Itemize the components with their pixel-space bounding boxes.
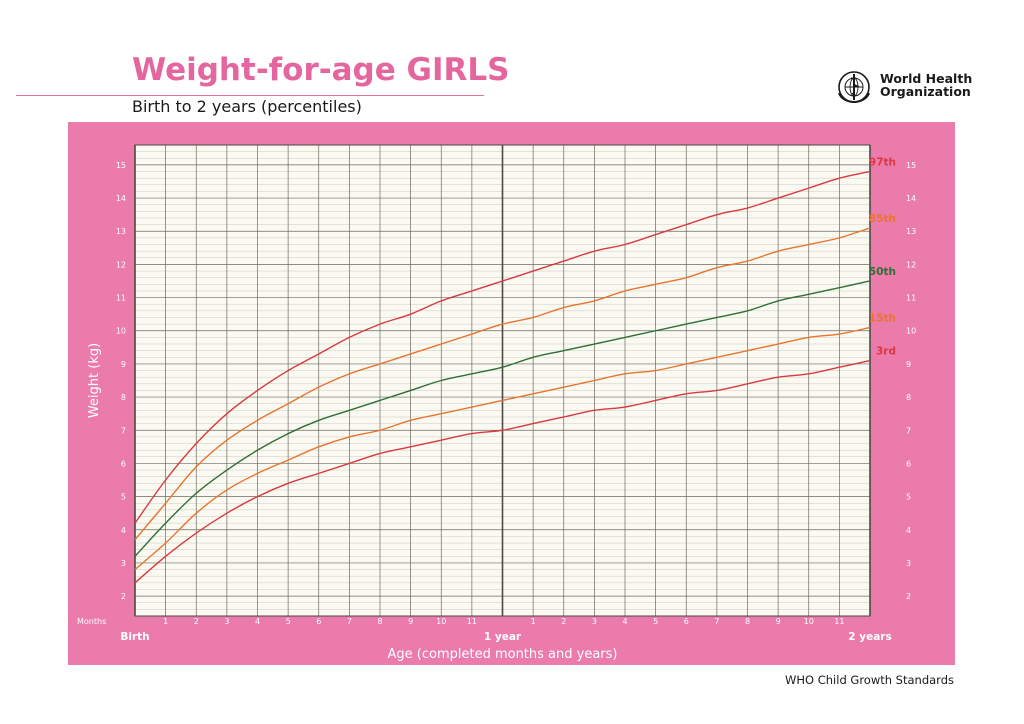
x-tick-label: 7 [714,617,719,626]
x-tick-label: 4 [622,617,627,626]
plot-border [134,144,871,617]
percentile-curve-15th [134,326,871,571]
y-tick-label-right: 15 [906,161,916,170]
percentile-curve-50th [134,280,871,557]
y-tick-label-left: 3 [121,559,126,568]
y-tick-label-left: 14 [116,194,126,203]
y-tick-label-right: 11 [906,294,916,303]
x-tick-label: 9 [408,617,413,626]
x-tick-label: 6 [684,617,689,626]
x-tick-label: 1 [531,617,536,626]
who-wordmark: World Health Organization [880,72,972,98]
y-tick-label-left: 2 [121,592,126,601]
y-tick-label-left: 10 [116,327,126,336]
percentile-curves [134,170,871,584]
footer-credit: WHO Child Growth Standards [785,673,954,687]
x-tick-label: 8 [377,617,382,626]
y-tick-label-left: 7 [121,426,126,435]
percentile-label-15th: 15th [869,312,896,324]
y-tick-label-right: 7 [906,426,911,435]
y-tick-label-right: 13 [906,227,916,236]
y-tick-label-left: 13 [116,227,126,236]
x-tick-label: 3 [224,617,229,626]
x-tick-label-major: 1 year [484,631,522,643]
x-tick-label: 10 [436,617,446,626]
percentile-label-97th: 97th [869,157,896,169]
x-tick-label: 5 [286,617,291,626]
y-tick-label-left: 15 [116,161,126,170]
x-tick-label: 2 [194,617,199,626]
y-tick-label-right: 8 [906,393,911,402]
x-tick-label: 2 [561,617,566,626]
x-tick-label: 10 [804,617,814,626]
percentile-curve-3rd [134,359,871,584]
x-tick-label: 3 [592,617,597,626]
y-tick-label-right: 6 [906,459,911,468]
y-tick-label-right: 3 [906,559,911,568]
y-tick-label-right: 10 [906,327,916,336]
x-tick-label: 5 [653,617,658,626]
y-tick-label-left: 5 [121,493,126,502]
x-tick-label: 4 [255,617,260,626]
y-tick-label-left: 9 [121,360,126,369]
y-tick-label-left: 6 [121,459,126,468]
y-tick-label-right: 4 [906,526,911,535]
y-tick-label-right: 2 [906,592,911,601]
percentile-label-3rd: 3rd [876,346,896,358]
x-tick-label: 6 [316,617,321,626]
page-subtitle: Birth to 2 years (percentiles) [132,97,362,116]
x-tick-label: 11 [834,617,844,626]
percentile-label-85th: 85th [869,213,896,225]
org-name-line2: Organization [880,84,971,99]
y-tick-label-right: 12 [906,260,916,269]
x-axis-title: Age (completed months and years) [388,647,618,662]
y-axis-title: Weight (kg) [87,343,102,418]
x-tick-label-major: 2 years [848,631,891,643]
y-tick-label-right: 9 [906,360,911,369]
x-tick-label: 9 [776,617,781,626]
title-divider [16,95,484,96]
x-tick-label: 7 [347,617,352,626]
percentile-curve-85th [134,227,871,541]
x-tick-label: 1 [163,617,168,626]
x-tick-label: 11 [467,617,477,626]
y-tick-label-left: 11 [116,294,126,303]
x-tick-label-major: Birth [120,631,149,643]
y-tick-label-left: 4 [121,526,126,535]
page-title: Weight-for-age GIRLS [132,52,510,88]
y-tick-label-left: 8 [121,393,126,402]
org-name-line1: World Health [880,71,973,86]
x-tick-label: 8 [745,617,750,626]
percentile-label-50th: 50th [869,266,896,278]
percentile-curve-97th [134,170,871,524]
y-tick-label-right: 5 [906,493,911,502]
months-label: Months [77,617,106,626]
y-tick-label-right: 14 [906,194,916,203]
y-tick-label-left: 12 [116,260,126,269]
who-emblem-icon [838,71,870,103]
